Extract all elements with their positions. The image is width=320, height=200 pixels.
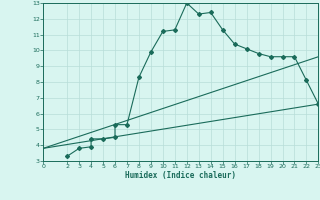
- X-axis label: Humidex (Indice chaleur): Humidex (Indice chaleur): [125, 171, 236, 180]
